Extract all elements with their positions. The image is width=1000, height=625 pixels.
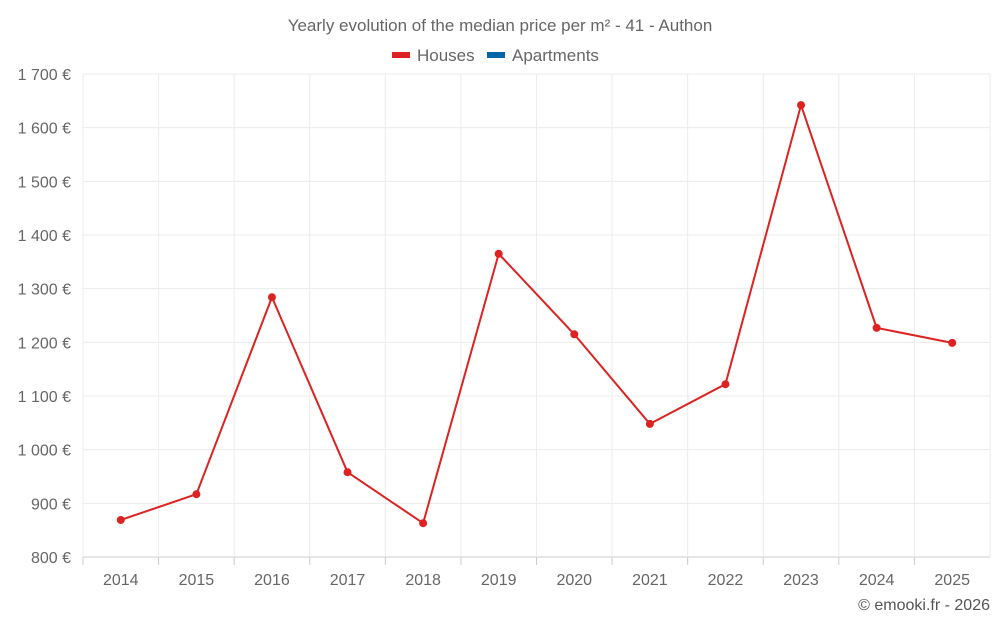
houses-point xyxy=(721,380,730,389)
houses-point xyxy=(192,490,201,499)
grid xyxy=(82,73,991,558)
y-tick-label: 1 400 € xyxy=(18,228,71,245)
x-tick-label: 2020 xyxy=(556,572,592,589)
legend-item-houses[interactable]: Houses xyxy=(392,46,475,65)
y-tick-label: 1 000 € xyxy=(18,443,71,460)
houses-point xyxy=(948,338,957,347)
x-tick-label: 2017 xyxy=(330,572,366,589)
legend: Houses Apartments xyxy=(392,46,599,65)
y-tick-label: 800 € xyxy=(31,550,71,567)
credit: © emooki.fr - 2026 xyxy=(858,597,990,614)
houses-point xyxy=(116,515,125,524)
y-tick-label: 1 300 € xyxy=(18,282,71,299)
x-tick-label: 2023 xyxy=(783,572,819,589)
x-tick-label: 2015 xyxy=(179,572,215,589)
houses-line xyxy=(120,101,953,525)
x-axis: 2014 2015 2016 2017 2018 2019 2020 2021 2022 2023… xyxy=(82,557,970,589)
y-axis: 800 € 900 € 1 000 € 1 100 € 1 200 € 1 300 € 1 … xyxy=(18,67,71,567)
y-tick-label: 1 100 € xyxy=(18,389,71,406)
legend-label-apartments: Apartments xyxy=(512,46,599,65)
x-tick-label: 2025 xyxy=(934,572,970,589)
y-tick-label: 900 € xyxy=(31,496,71,513)
houses-point xyxy=(419,519,428,528)
x-tick-label: 2024 xyxy=(859,572,895,589)
houses-point xyxy=(797,101,806,110)
x-tick-label: 2021 xyxy=(632,572,668,589)
y-tick-label: 1 500 € xyxy=(18,174,71,191)
x-tick-label: 2014 xyxy=(103,572,139,589)
series-houses xyxy=(116,101,957,528)
legend-label-houses: Houses xyxy=(417,46,475,65)
x-tick-label: 2018 xyxy=(405,572,441,589)
houses-point xyxy=(267,293,276,302)
chart-title: Yearly evolution of the median price per… xyxy=(288,16,713,35)
houses-point xyxy=(645,419,654,428)
y-tick-label: 1 700 € xyxy=(18,67,71,84)
x-tick-label: 2019 xyxy=(481,572,517,589)
y-tick-label: 1 200 € xyxy=(18,335,71,352)
houses-point xyxy=(343,468,352,477)
houses-point xyxy=(494,249,503,258)
y-tick-label: 1 600 € xyxy=(18,121,71,138)
houses-point xyxy=(570,330,579,339)
houses-point xyxy=(872,323,881,332)
legend-item-apartments[interactable]: Apartments xyxy=(487,46,599,65)
legend-swatch-apartments xyxy=(487,52,505,58)
x-tick-label: 2016 xyxy=(254,572,290,589)
legend-swatch-houses xyxy=(392,52,410,58)
x-tick-label: 2022 xyxy=(708,572,744,589)
